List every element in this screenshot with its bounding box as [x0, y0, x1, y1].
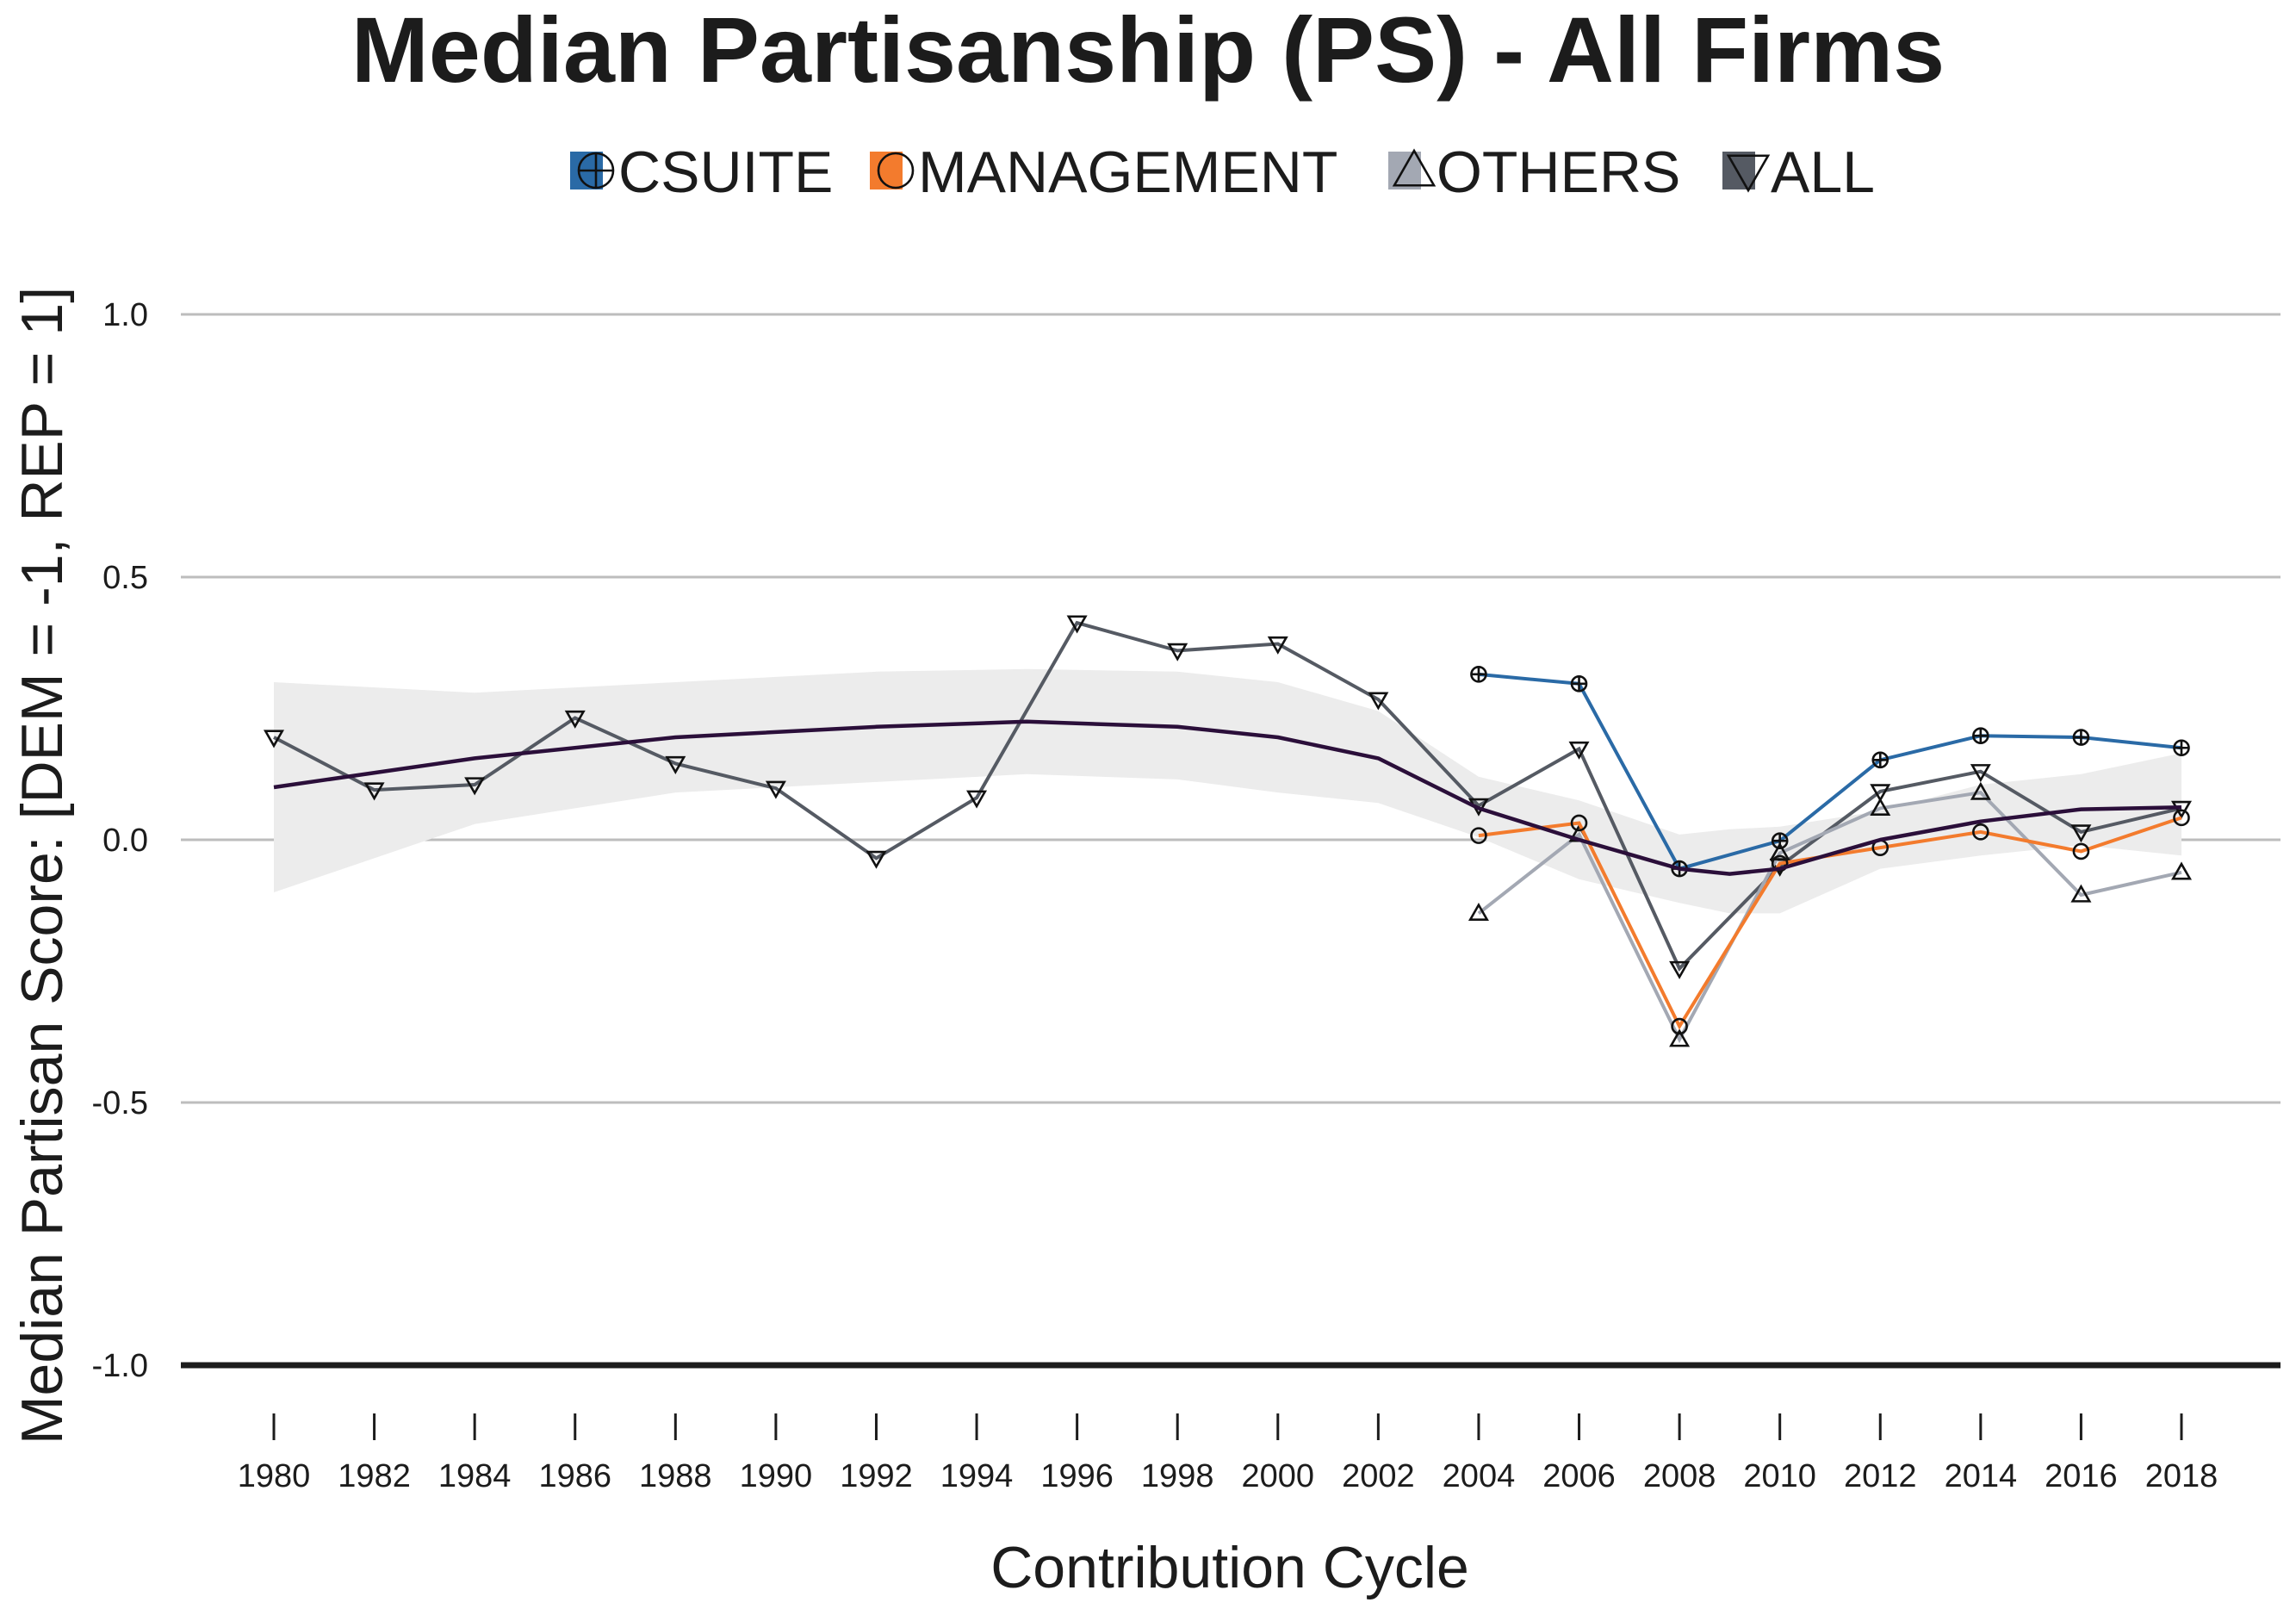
x-tick-label: 1982 [338, 1458, 411, 1494]
data-point-all [1669, 960, 1691, 979]
x-tick-label: 2016 [2045, 1458, 2118, 1494]
data-point-management [1771, 854, 1789, 873]
data-point-all [866, 850, 887, 869]
x-axis-title: Contribution Cycle [990, 1535, 1469, 1600]
x-tick-label: 1998 [1141, 1458, 1214, 1494]
y-tick-label: 1.0 [102, 297, 148, 333]
y-tick-label: -1.0 [92, 1348, 148, 1384]
data-point-all [1066, 615, 1088, 634]
legend-swatch-all [1722, 152, 1755, 189]
x-tick-label: 2000 [1242, 1458, 1315, 1494]
data-point-all [1167, 643, 1188, 662]
x-tick-label: 1984 [438, 1458, 512, 1494]
data-point-all [966, 790, 988, 809]
data-point-management [1972, 823, 1989, 841]
data-point-all [1267, 636, 1288, 655]
legend-label-management: MANAGEMENT [918, 140, 1337, 205]
x-tick-label: 2008 [1643, 1458, 1716, 1494]
x-tick-label: 2006 [1542, 1458, 1616, 1494]
data-point-others [1468, 903, 1489, 922]
data-point-all [765, 780, 786, 799]
data-point-all [1870, 784, 1891, 803]
legend-swatch-management [870, 152, 903, 189]
trend-line [273, 719, 2182, 876]
data-point-all [1568, 741, 1590, 760]
x-tick-label: 1986 [538, 1458, 611, 1494]
trend-confidence-band [274, 668, 2181, 914]
data-point-all [464, 777, 486, 796]
y-axis-title: Median Partisan Score: [DEM = -1, REP = … [9, 287, 75, 1444]
legend-marker-all [1726, 154, 1771, 193]
x-tick-label: 1996 [1040, 1458, 1114, 1494]
data-point-others [1870, 798, 1891, 817]
x-tick-label: 1980 [238, 1458, 311, 1494]
data-point-others [2070, 884, 2092, 903]
series-line-others [1477, 790, 2182, 1044]
x-tick-label: 2018 [2145, 1458, 2218, 1494]
legend-label-all: ALL [1771, 140, 1875, 205]
data-point-others [1970, 781, 1991, 800]
data-point-management [2072, 842, 2090, 860]
chart-title: Median Partisanship (PS) - All Firms [351, 0, 1945, 102]
series-line-all [273, 620, 2182, 972]
legend-swatch-others [1388, 152, 1421, 189]
data-point-management [1671, 1017, 1688, 1035]
y-tick-label: 0.5 [102, 560, 148, 596]
series-all [263, 615, 2193, 979]
y-tick-label: -0.5 [92, 1085, 148, 1121]
plot-area: 1.0 0.5 0.0 -0.5 -1.0 1980 1982 1984 1986 1988 199… [92, 297, 2280, 1494]
data-point-all [1368, 692, 1389, 711]
data-point-others [1769, 842, 1790, 860]
x-tick-label: 1994 [940, 1458, 1014, 1494]
data-point-management [1570, 814, 1588, 832]
data-point-all [2070, 824, 2092, 843]
legend-label-others: OTHERS [1437, 140, 1680, 205]
legend: CSUITE MANAGEMENT OTHERS ALL [570, 140, 1875, 205]
x-tick-label: 2012 [1844, 1458, 1917, 1494]
data-point-all [665, 755, 686, 774]
data-point-all [564, 710, 586, 729]
x-tick-label: 2010 [1743, 1458, 1816, 1494]
data-point-all [1970, 764, 1991, 783]
legend-marker-others [1392, 148, 1437, 187]
series-line-csuite [1478, 672, 2182, 871]
data-point-all [263, 730, 285, 748]
data-point-others [1669, 1028, 1691, 1047]
data-point-all [2170, 800, 2193, 819]
y-tick-label: 0.0 [102, 823, 148, 859]
x-tick-label: 2004 [1443, 1458, 1516, 1494]
x-tick-label: 1988 [639, 1458, 712, 1494]
x-tick-label: 1990 [740, 1458, 813, 1494]
legend-label-csuite: CSUITE [618, 140, 833, 205]
x-tick-label: 1992 [840, 1458, 913, 1494]
data-point-all [363, 782, 385, 801]
x-tick-label: 2002 [1342, 1458, 1415, 1494]
x-tick-label: 2014 [1945, 1458, 2018, 1494]
data-point-management [2173, 809, 2190, 827]
data-point-management [1470, 827, 1487, 844]
legend-marker-management [877, 152, 915, 189]
data-point-others [2170, 861, 2193, 880]
